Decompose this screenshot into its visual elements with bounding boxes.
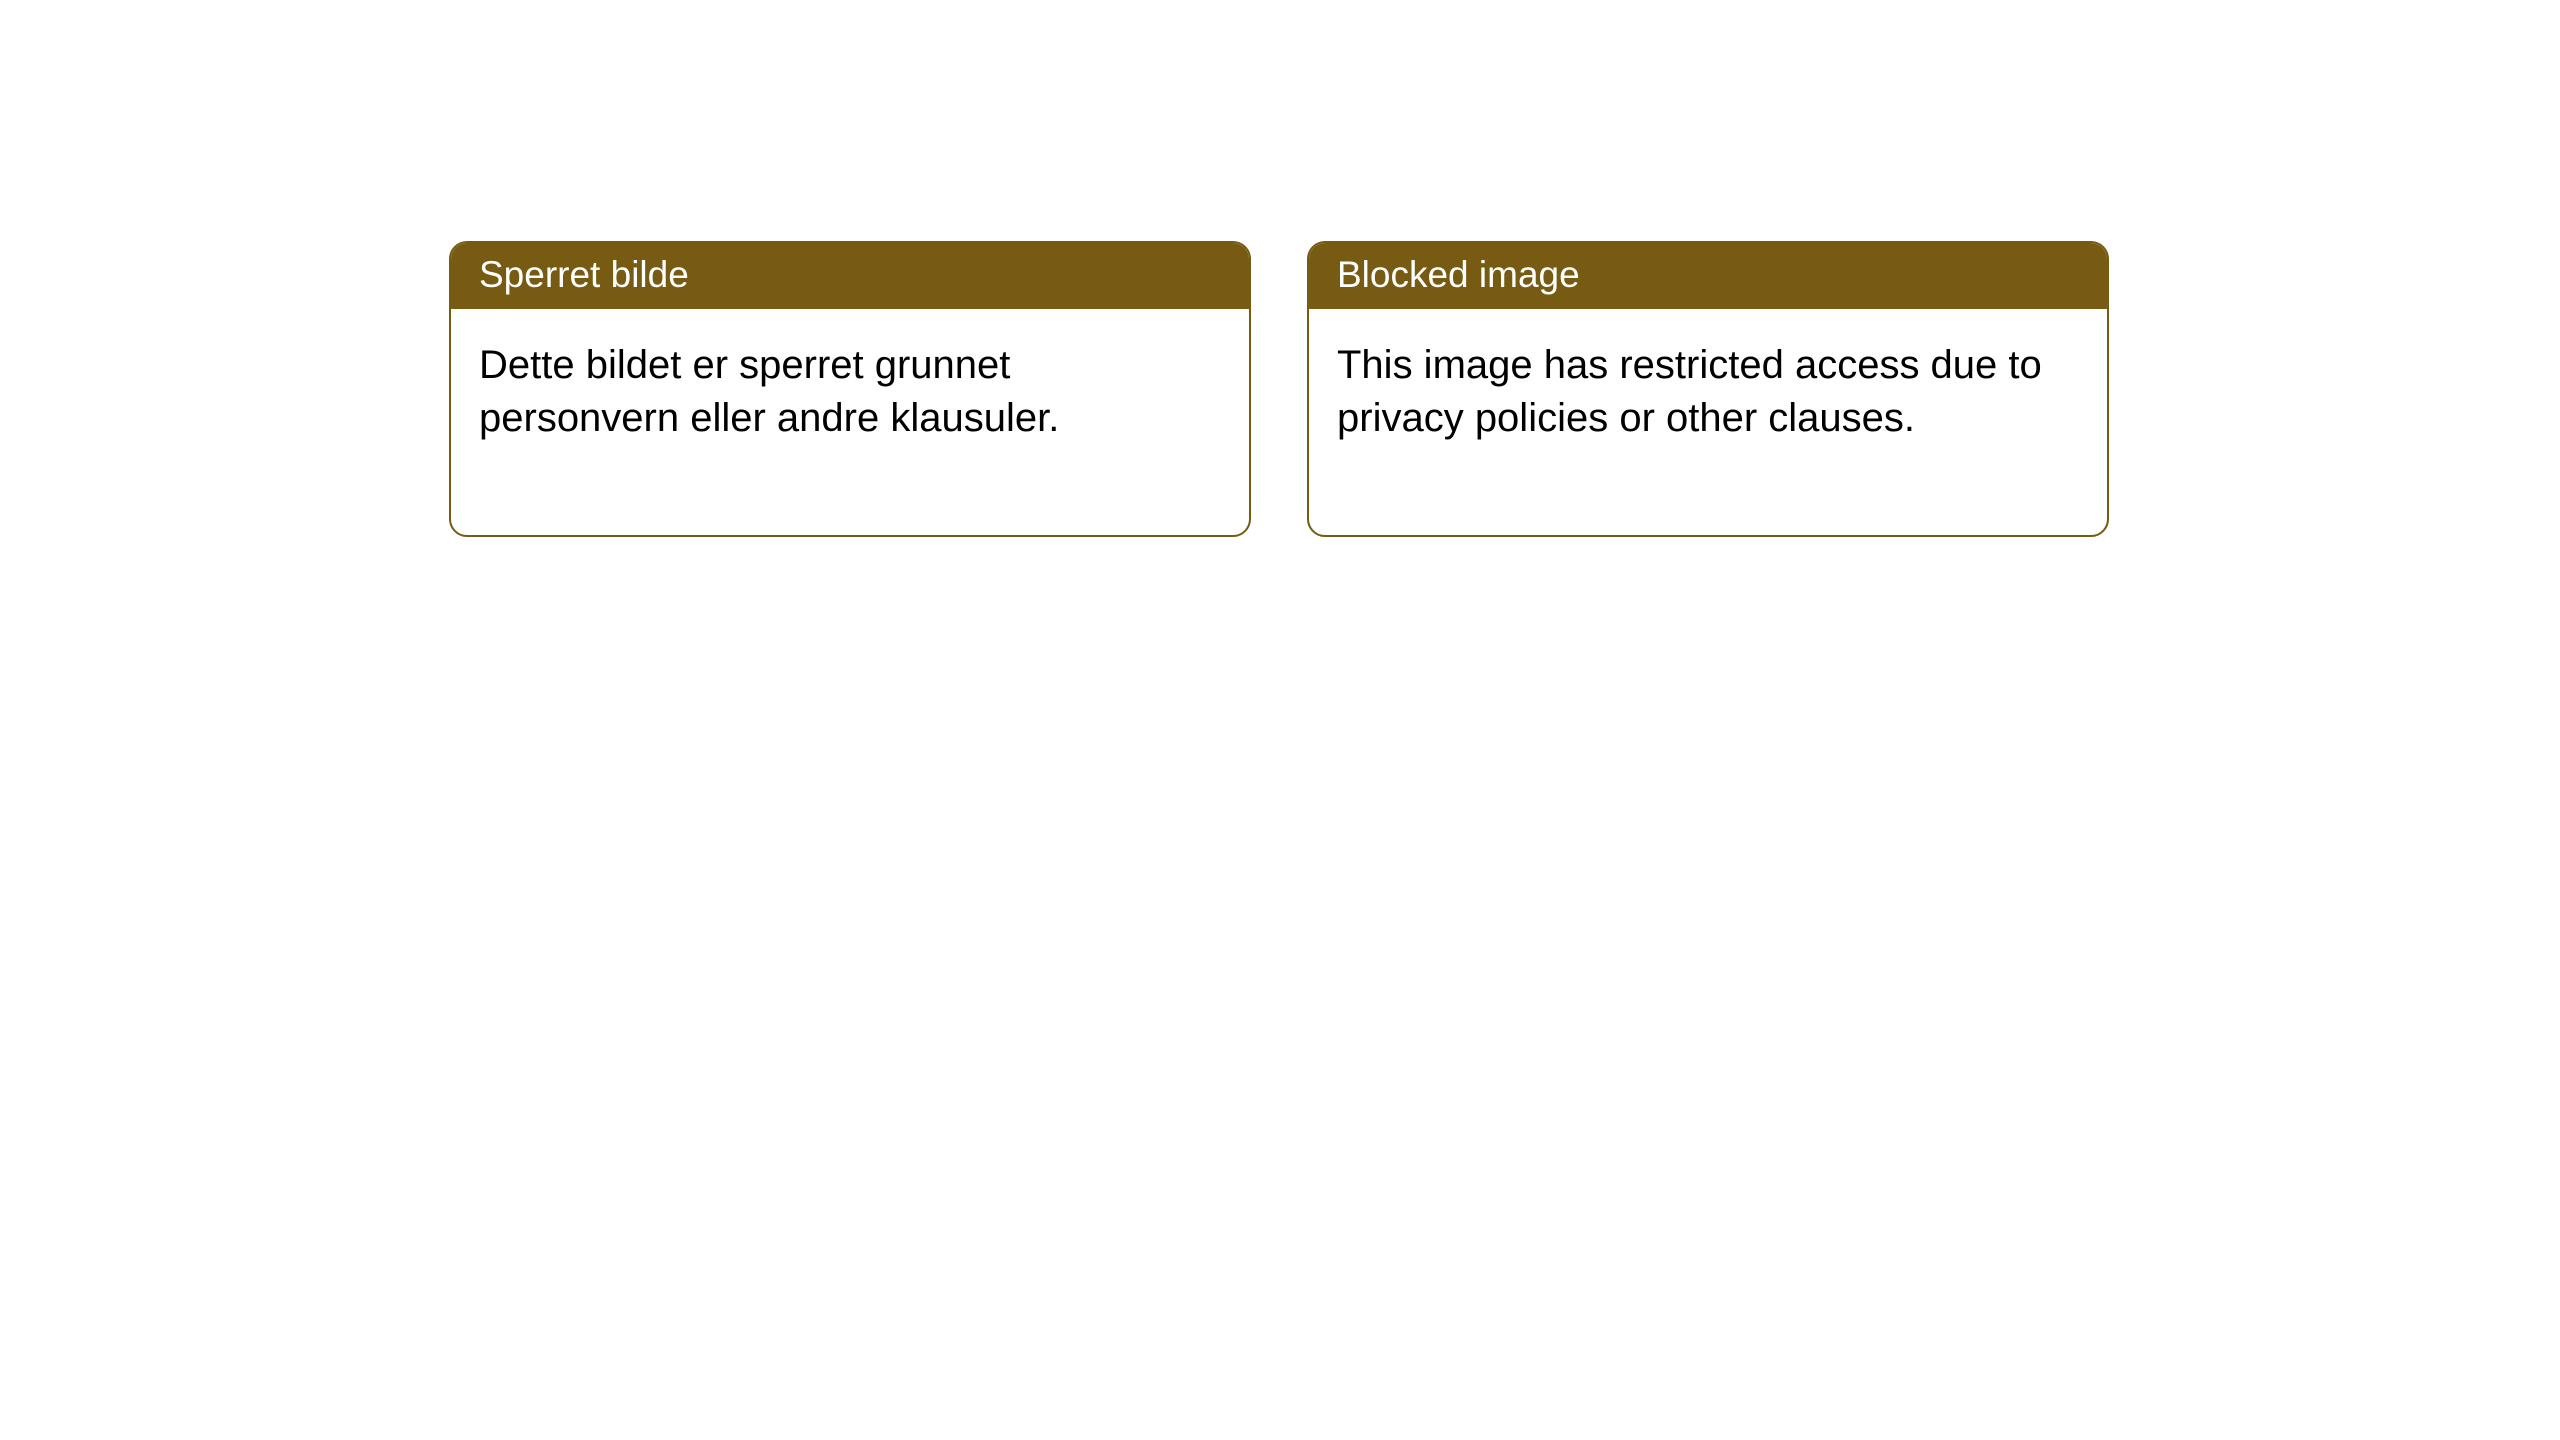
notice-header-english: Blocked image xyxy=(1309,243,2107,309)
notice-container: Sperret bilde Dette bildet er sperret gr… xyxy=(449,241,2109,537)
notice-header-norwegian: Sperret bilde xyxy=(451,243,1249,309)
notice-body-english: This image has restricted access due to … xyxy=(1309,309,2107,535)
notice-card-english: Blocked image This image has restricted … xyxy=(1307,241,2109,537)
notice-body-norwegian: Dette bildet er sperret grunnet personve… xyxy=(451,309,1249,535)
notice-card-norwegian: Sperret bilde Dette bildet er sperret gr… xyxy=(449,241,1251,537)
